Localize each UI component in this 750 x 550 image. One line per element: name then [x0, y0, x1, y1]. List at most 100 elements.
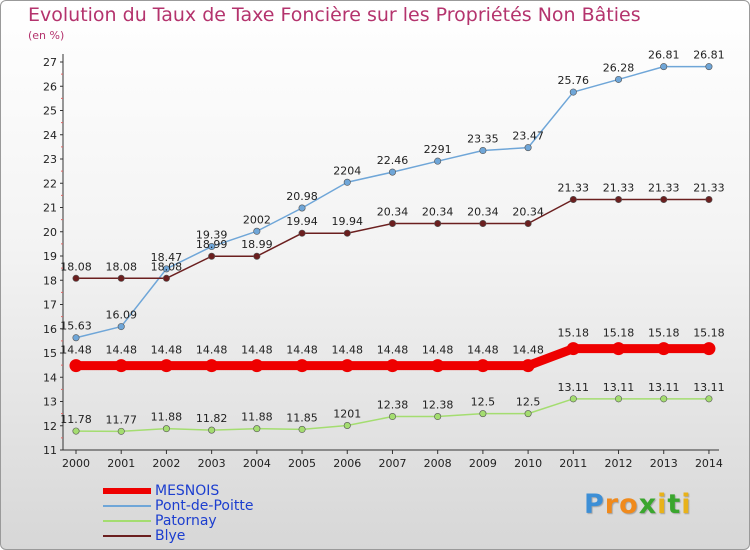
x-tick-label: 2007 [378, 457, 406, 470]
data-label-pont-de-poitte: 22.46 [377, 154, 409, 167]
data-point-mesnois [340, 359, 354, 373]
data-label-pont-de-poitte: 2291 [424, 143, 452, 156]
data-point-blye [298, 229, 306, 237]
data-point-pont-de-poitte [615, 75, 623, 83]
data-label-patornay: 13.11 [603, 381, 635, 394]
data-label-blye: 18.08 [105, 260, 137, 273]
data-point-pont-de-poitte [162, 265, 170, 273]
logo-letter: o [619, 489, 639, 520]
data-point-patornay [705, 395, 713, 403]
chart-title: Evolution du Taux de Taxe Foncière sur l… [28, 4, 641, 26]
y-tick-label: 19 [43, 250, 57, 263]
data-point-mesnois [566, 342, 580, 356]
x-tick-label: 2003 [198, 457, 226, 470]
x-tick-label: 2011 [559, 457, 587, 470]
data-point-mesnois [385, 359, 399, 373]
data-point-pont-de-poitte [298, 204, 306, 212]
data-point-pont-de-poitte [524, 144, 532, 152]
data-label-mesnois: 14.48 [105, 344, 137, 357]
data-point-pont-de-poitte [434, 157, 442, 165]
x-tick-label: 2006 [333, 457, 361, 470]
data-point-pont-de-poitte [253, 227, 261, 235]
data-label-mesnois: 15.18 [693, 327, 725, 340]
data-point-patornay [117, 427, 125, 435]
data-point-blye [162, 274, 170, 282]
data-point-patornay [162, 425, 170, 433]
data-label-patornay: 12.38 [377, 399, 409, 412]
legend-swatch-blye [103, 535, 151, 537]
data-label-pont-de-poitte: 26.81 [648, 49, 680, 62]
data-label-pont-de-poitte: 26.28 [603, 61, 635, 74]
data-label-mesnois: 15.18 [603, 327, 635, 340]
data-point-blye [388, 220, 396, 228]
legend-label-blye: Blye [155, 528, 186, 544]
data-point-patornay [434, 413, 442, 421]
data-point-patornay [660, 395, 668, 403]
data-label-mesnois: 14.48 [151, 344, 183, 357]
y-tick-label: 24 [43, 129, 57, 142]
legend-label-patornay: Patornay [155, 513, 217, 529]
data-label-blye: 20.34 [512, 206, 544, 219]
y-tick-label: 25 [43, 105, 57, 118]
data-label-mesnois: 15.18 [558, 327, 590, 340]
logo-letter: i [657, 489, 668, 520]
data-point-patornay [72, 427, 80, 435]
data-label-pont-de-poitte: 2002 [243, 213, 271, 226]
logo-letter: i [681, 489, 692, 520]
data-point-pont-de-poitte [72, 334, 80, 342]
y-tick-label: 17 [43, 299, 57, 312]
data-point-blye [253, 252, 261, 260]
x-tick-label: 2009 [469, 457, 497, 470]
data-point-blye [72, 274, 80, 282]
chart-axes: 11 12 13 14 15 16 17 18 19 20 21 22 23 24 25 26 27 2000 20… [43, 54, 723, 470]
data-point-mesnois [69, 359, 83, 373]
data-point-blye [208, 252, 216, 260]
data-label-pont-de-poitte: 20.98 [286, 190, 318, 203]
y-tick-label: 14 [43, 371, 57, 384]
data-point-mesnois [114, 359, 128, 373]
data-label-blye: 18.08 [60, 260, 92, 273]
proxiti-logo: Proxiti [584, 489, 692, 520]
data-label-patornay: 1201 [333, 408, 361, 421]
data-point-patornay [524, 410, 532, 418]
data-label-patornay: 12.5 [471, 396, 496, 409]
data-point-pont-de-poitte [343, 178, 351, 186]
data-point-blye [343, 229, 351, 237]
x-tick-label: 2002 [152, 457, 180, 470]
data-label-blye: 19.94 [286, 215, 318, 228]
data-point-pont-de-poitte [388, 168, 396, 176]
logo-letter: P [584, 489, 605, 520]
x-tick-label: 2000 [62, 457, 90, 470]
data-point-pont-de-poitte [479, 147, 487, 155]
data-label-blye: 20.34 [377, 206, 409, 219]
legend-label-mesnois: MESNOIS [155, 483, 220, 499]
data-label-mesnois: 14.48 [467, 344, 499, 357]
data-point-blye [615, 195, 623, 203]
data-point-blye [705, 195, 713, 203]
y-tick-label: 12 [43, 420, 57, 433]
data-label-blye: 18.99 [241, 238, 273, 251]
data-point-pont-de-poitte [117, 323, 125, 331]
data-label-patornay: 13.11 [693, 381, 725, 394]
data-point-mesnois [657, 342, 671, 356]
data-label-patornay: 11.85 [286, 411, 318, 424]
y-tick-label: 16 [43, 323, 57, 336]
y-tick-label: 13 [43, 396, 57, 409]
x-tick-label: 2014 [695, 457, 723, 470]
x-tick-label: 2010 [514, 457, 542, 470]
legend-swatch-mesnois [103, 488, 151, 494]
data-point-patornay [615, 395, 623, 403]
data-point-pont-de-poitte [569, 88, 577, 96]
y-tick-label: 23 [43, 153, 57, 166]
data-point-patornay [208, 426, 216, 434]
data-point-mesnois [431, 359, 445, 373]
x-tick-label: 2001 [107, 457, 135, 470]
data-point-blye [117, 274, 125, 282]
data-point-patornay [388, 413, 396, 421]
data-label-blye: 20.34 [422, 206, 454, 219]
data-point-pont-de-poitte [208, 243, 216, 251]
x-tick-label: 2005 [288, 457, 316, 470]
data-point-blye [434, 220, 442, 228]
